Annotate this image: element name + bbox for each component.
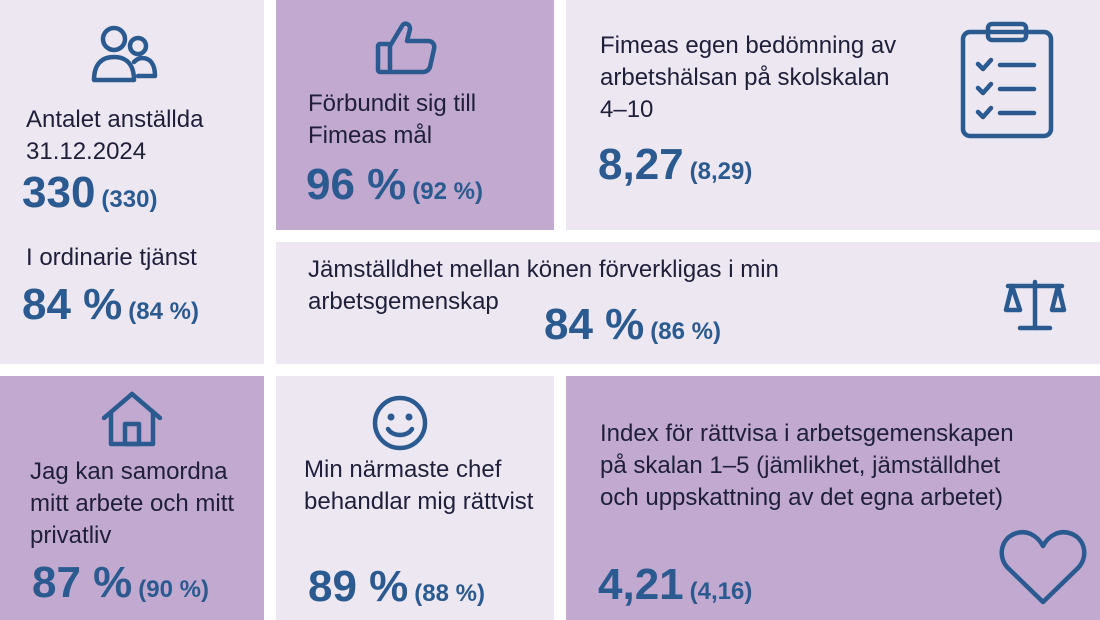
employees-tile: Antalet anställda 31.12.2024 330 (330) I … [0, 0, 264, 364]
committed-label: Förbundit sig till Fimeas mål [308, 90, 477, 149]
permanent-value: 84 % (84 %) [22, 280, 199, 330]
fairness-previous: (4,16) [689, 578, 753, 605]
worklife-tile: Jag kan samordna mitt arbete och mitt pr… [0, 376, 264, 620]
fairness-tile: Index för rättvisa i arbetsgemenskapen p… [566, 376, 1100, 620]
equality-label: Jämställdhet mellan könen förverkligas i… [308, 256, 779, 315]
manager-tile: Min närmaste chef behandlar mig rättvist… [276, 376, 554, 620]
fairness-value: 4,21 (4,16) [598, 560, 752, 610]
workhealth-value: 8,27 (8,29) [598, 140, 752, 190]
employees-previous: (330) [101, 186, 158, 213]
permanent-previous: (84 %) [128, 298, 199, 325]
manager-label: Min närmaste chef behandlar mig rättvist [304, 456, 534, 515]
workhealth-value-number: 8,27 [598, 140, 684, 189]
workhealth-previous: (8,29) [689, 158, 753, 185]
committed-tile: Förbundit sig till Fimeas mål 96 % (92 %) [276, 0, 554, 230]
permanent-label: I ordinarie tjänst [26, 244, 197, 271]
employees-label: Antalet anställda 31.12.2024 [26, 106, 204, 165]
people-icon [88, 24, 160, 86]
equality-tile: Jämställdhet mellan könen förverkligas i… [276, 242, 1100, 364]
employees-value: 330 (330) [22, 168, 157, 218]
house-icon [100, 390, 164, 448]
clipboard-checklist-icon [958, 20, 1058, 142]
equality-previous: (86 %) [650, 318, 721, 345]
fairness-label: Index för rättvisa i arbetsgemenskapen p… [600, 420, 1014, 511]
smiley-icon [371, 394, 429, 452]
manager-value: 89 % (88 %) [308, 562, 485, 612]
manager-previous: (88 %) [414, 580, 485, 607]
workhealth-label: Fimeas egen bedömning av arbetshälsan på… [600, 32, 897, 123]
scales-icon [1002, 276, 1068, 334]
equality-value-number: 84 % [544, 300, 645, 349]
workhealth-tile: Fimeas egen bedömning av arbetshälsan på… [566, 0, 1100, 230]
worklife-previous: (90 %) [138, 576, 209, 603]
equality-value: 84 % (86 %) [544, 300, 721, 350]
heart-icon [998, 526, 1088, 608]
committed-value-number: 96 % [306, 160, 407, 209]
employees-value-number: 330 [22, 168, 96, 217]
worklife-label: Jag kan samordna mitt arbete och mitt pr… [30, 458, 235, 549]
fairness-value-number: 4,21 [598, 560, 684, 609]
permanent-value-number: 84 % [22, 280, 123, 329]
worklife-value-number: 87 % [32, 558, 133, 607]
committed-previous: (92 %) [412, 178, 483, 205]
thumbs-up-icon [374, 18, 438, 76]
committed-value: 96 % (92 %) [306, 160, 483, 210]
manager-value-number: 89 % [308, 562, 409, 611]
worklife-value: 87 % (90 %) [32, 558, 209, 608]
